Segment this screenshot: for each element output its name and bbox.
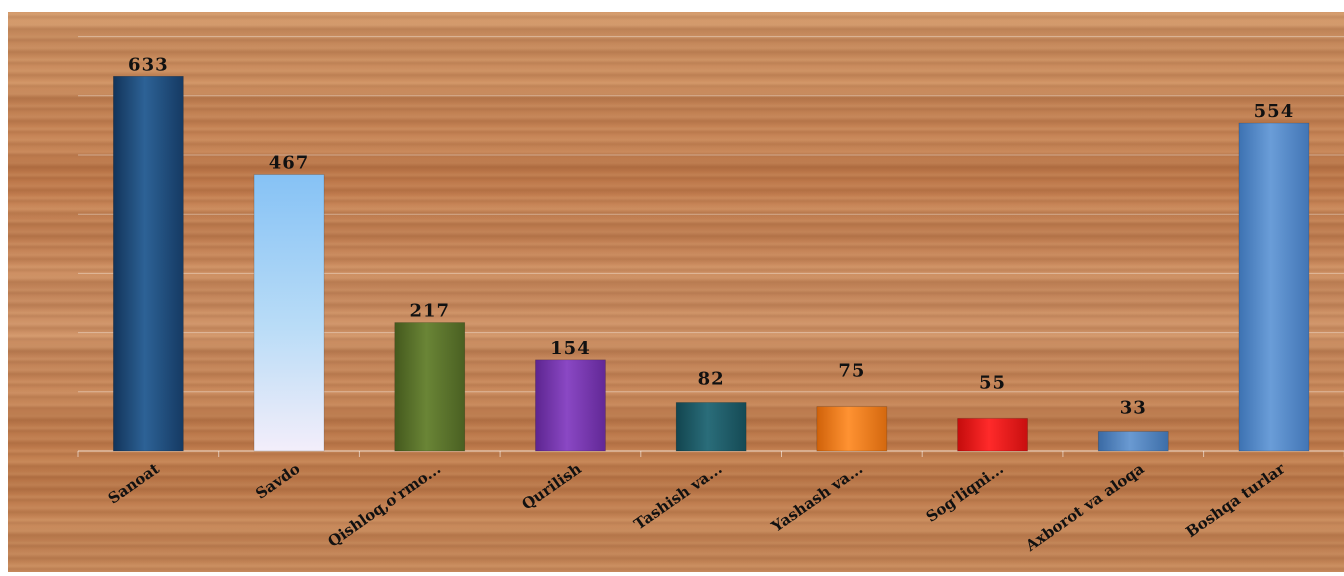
category-label: Qishloq,o'rmo...	[325, 460, 445, 551]
data-labels: 633 467 217 154 82 75 55 33 554	[128, 54, 1295, 418]
data-label: 217	[409, 301, 450, 322]
data-label: 554	[1254, 101, 1295, 122]
category-label: Yashash va...	[767, 460, 866, 537]
data-label: 82	[698, 368, 725, 389]
data-label: 33	[1120, 397, 1147, 418]
data-label: 467	[269, 153, 310, 174]
category-label: Tashish va...	[631, 460, 726, 534]
category-label: Sog'liqni...	[923, 460, 1007, 526]
chart-area: 633 467 217 154 82 75 55 33 554 Sanoat Savdo Qishl…	[8, 12, 1344, 572]
bars	[113, 75, 1310, 452]
bar-4	[675, 402, 747, 452]
bar-7	[1097, 431, 1169, 452]
data-label: 55	[979, 372, 1006, 393]
bar-chart: 633 467 217 154 82 75 55 33 554 Sanoat Savdo Qishl…	[77, 36, 1344, 555]
category-label: Boshqa turlar	[1182, 459, 1289, 541]
x-axis	[77, 450, 1344, 457]
data-label: 633	[128, 54, 169, 75]
category-label: Savdo	[252, 460, 303, 503]
bar-8	[1238, 122, 1310, 452]
bar-6	[957, 418, 1028, 452]
bar-3	[535, 359, 606, 452]
bar-2	[394, 322, 466, 452]
bar-0	[113, 75, 184, 452]
category-labels: Sanoat Savdo Qishloq,o'rmo... Qurilish Tashi…	[105, 459, 1289, 555]
data-label: 75	[838, 361, 865, 382]
bar-5	[816, 406, 888, 452]
category-label: Qurilish	[518, 459, 584, 513]
category-label: Axborot va aloqa	[1021, 459, 1147, 555]
bar-1	[253, 174, 325, 452]
category-label: Sanoat	[105, 459, 163, 507]
data-label: 154	[550, 338, 591, 359]
